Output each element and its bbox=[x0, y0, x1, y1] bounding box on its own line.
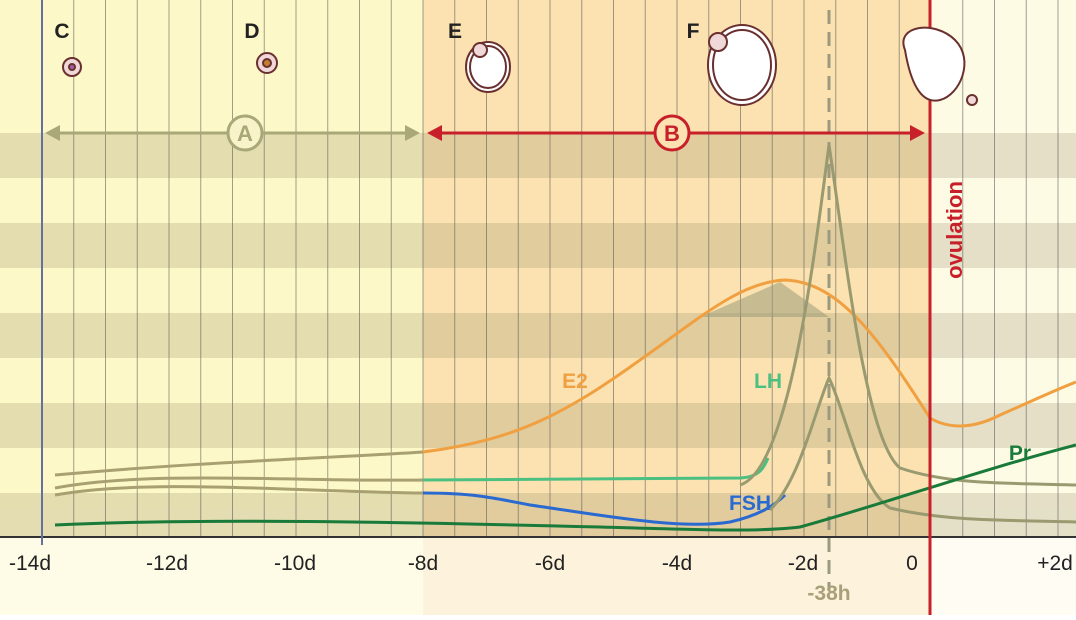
fsh-curve bbox=[422, 491, 787, 526]
marker-label: -38h bbox=[807, 582, 850, 605]
x-ticks: -14d -12d -10d -8d -6d -4d -2d 0 +2d bbox=[9, 552, 1073, 575]
phase-a-arrow bbox=[45, 114, 420, 152]
bands bbox=[0, 133, 1076, 537]
fsh-early bbox=[54, 485, 424, 497]
lh-early bbox=[54, 476, 424, 490]
ovulation-label: ovulation bbox=[942, 181, 967, 279]
curve-label: LH bbox=[754, 370, 782, 393]
phase-a-bg bbox=[0, 0, 423, 615]
axis-bg bbox=[0, 537, 1076, 615]
e2-early bbox=[54, 450, 424, 477]
x-tick-label: -14d bbox=[9, 552, 51, 575]
phase-b-arrow bbox=[427, 114, 925, 152]
x-tick-label: -10d bbox=[274, 552, 316, 575]
x-tick-label: 0 bbox=[906, 552, 918, 575]
e2-curve bbox=[422, 278, 1076, 454]
post-ovulation-bg bbox=[930, 0, 1076, 615]
phase-b-label: B bbox=[664, 121, 680, 146]
pr-curve bbox=[54, 443, 1076, 532]
curve-label: Pr bbox=[1009, 442, 1031, 465]
vertical-grid bbox=[73, 0, 1059, 537]
x-tick-label: -12d bbox=[146, 552, 188, 575]
x-tick-label: -2d bbox=[788, 552, 818, 575]
x-tick-label: -8d bbox=[408, 552, 438, 575]
e2-shade bbox=[700, 282, 829, 317]
curve-label: E2 bbox=[562, 370, 588, 393]
fsh-surge bbox=[768, 374, 1076, 524]
stage-label: F bbox=[687, 20, 700, 43]
stage-label: E bbox=[448, 20, 462, 43]
follicle-icons bbox=[62, 24, 978, 106]
x-tick-label: +2d bbox=[1037, 552, 1073, 575]
stage-label: C bbox=[54, 20, 69, 43]
stage-label: D bbox=[244, 20, 259, 43]
x-tick-label: -6d bbox=[535, 552, 565, 575]
x-tick-label: -4d bbox=[662, 552, 692, 575]
curve-label: FSH bbox=[729, 492, 771, 515]
phase-a-label: A bbox=[237, 121, 253, 146]
